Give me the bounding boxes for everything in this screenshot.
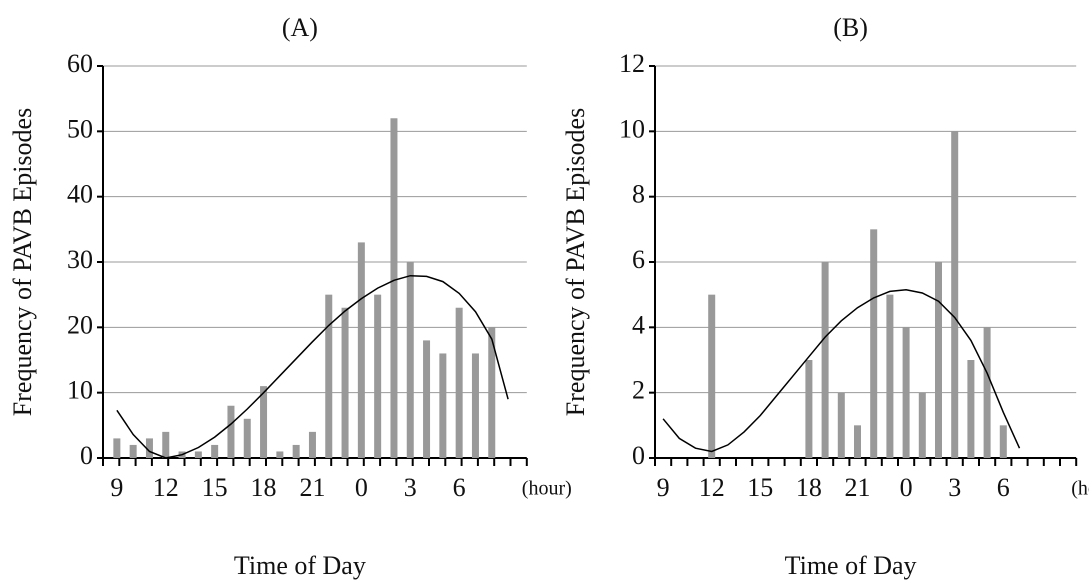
y-axis-title: Frequency of PAVB Episodes bbox=[8, 108, 37, 416]
bar bbox=[902, 327, 910, 458]
bar bbox=[390, 118, 398, 459]
bar bbox=[227, 405, 235, 458]
x-axis-title: Time of Day bbox=[234, 551, 366, 580]
bar bbox=[999, 425, 1007, 458]
y-tick-label: 40 bbox=[67, 180, 93, 209]
x-axis-title: Time of Day bbox=[785, 551, 917, 580]
y-tick-label: 10 bbox=[67, 376, 93, 405]
bar bbox=[983, 327, 991, 458]
bar bbox=[805, 360, 813, 458]
bar bbox=[488, 327, 496, 458]
bar bbox=[439, 353, 447, 458]
x-unit: (hour) bbox=[1071, 478, 1089, 500]
x-tick-label: 21 bbox=[845, 473, 871, 502]
bar bbox=[341, 307, 349, 458]
x-tick-label: 6 bbox=[453, 473, 466, 502]
bar bbox=[129, 444, 137, 458]
bar bbox=[967, 360, 975, 458]
bar bbox=[471, 353, 479, 458]
bar bbox=[886, 294, 894, 458]
x-tick-label: 9 bbox=[657, 473, 670, 502]
bar bbox=[243, 418, 251, 458]
fit-curve bbox=[116, 274, 509, 459]
bar bbox=[837, 392, 845, 458]
bar bbox=[162, 431, 170, 458]
y-tick-label: 0 bbox=[632, 441, 645, 470]
x-tick-label: 0 bbox=[900, 473, 913, 502]
x-tick-label: 21 bbox=[299, 473, 325, 502]
y-tick-label: 8 bbox=[632, 180, 645, 209]
x-tick-label: 6 bbox=[997, 473, 1010, 502]
bar bbox=[455, 307, 463, 458]
fit-curve bbox=[662, 289, 1021, 453]
x-tick-label: 18 bbox=[796, 473, 822, 502]
y-tick-label: 50 bbox=[67, 114, 93, 143]
x-tick-label: 12 bbox=[699, 473, 725, 502]
bar bbox=[194, 451, 202, 458]
y-tick-label: 0 bbox=[80, 441, 93, 470]
x-tick-label: 3 bbox=[404, 473, 417, 502]
y-tick-label: 30 bbox=[67, 245, 93, 274]
bar bbox=[870, 229, 878, 458]
x-tick-label: 15 bbox=[747, 473, 773, 502]
bar bbox=[325, 294, 333, 458]
bar bbox=[821, 262, 829, 458]
y-tick-label: 2 bbox=[632, 376, 645, 405]
y-tick-label: 12 bbox=[619, 49, 645, 78]
chart-title: (B) bbox=[833, 13, 868, 42]
bar bbox=[357, 242, 365, 458]
bar bbox=[708, 294, 716, 458]
bar bbox=[308, 431, 316, 458]
y-tick-label: 60 bbox=[67, 49, 93, 78]
bar bbox=[260, 386, 268, 458]
x-tick-label: 0 bbox=[355, 473, 368, 502]
bar bbox=[292, 444, 300, 458]
x-unit: (hour) bbox=[522, 478, 572, 500]
bar bbox=[951, 131, 959, 459]
x-tick-label: 12 bbox=[153, 473, 179, 502]
bar bbox=[276, 451, 284, 458]
bar bbox=[854, 425, 861, 458]
bar bbox=[935, 262, 942, 458]
bar bbox=[374, 294, 382, 458]
y-tick-label: 10 bbox=[619, 114, 645, 143]
bar bbox=[145, 438, 153, 458]
bar bbox=[406, 262, 414, 458]
y-tick-label: 4 bbox=[632, 310, 645, 339]
bar bbox=[423, 340, 431, 458]
x-tick-label: 18 bbox=[251, 473, 277, 502]
y-tick-label: 6 bbox=[632, 245, 645, 274]
x-tick-label: 3 bbox=[948, 473, 961, 502]
y-axis-title: Frequency of PAVB Episodes bbox=[561, 108, 590, 416]
bar bbox=[113, 438, 121, 458]
chart-title: (A) bbox=[282, 13, 318, 42]
x-tick-label: 15 bbox=[202, 473, 228, 502]
bar bbox=[918, 392, 926, 458]
bar bbox=[211, 444, 219, 458]
x-tick-label: 9 bbox=[110, 473, 123, 502]
y-tick-label: 20 bbox=[67, 310, 93, 339]
